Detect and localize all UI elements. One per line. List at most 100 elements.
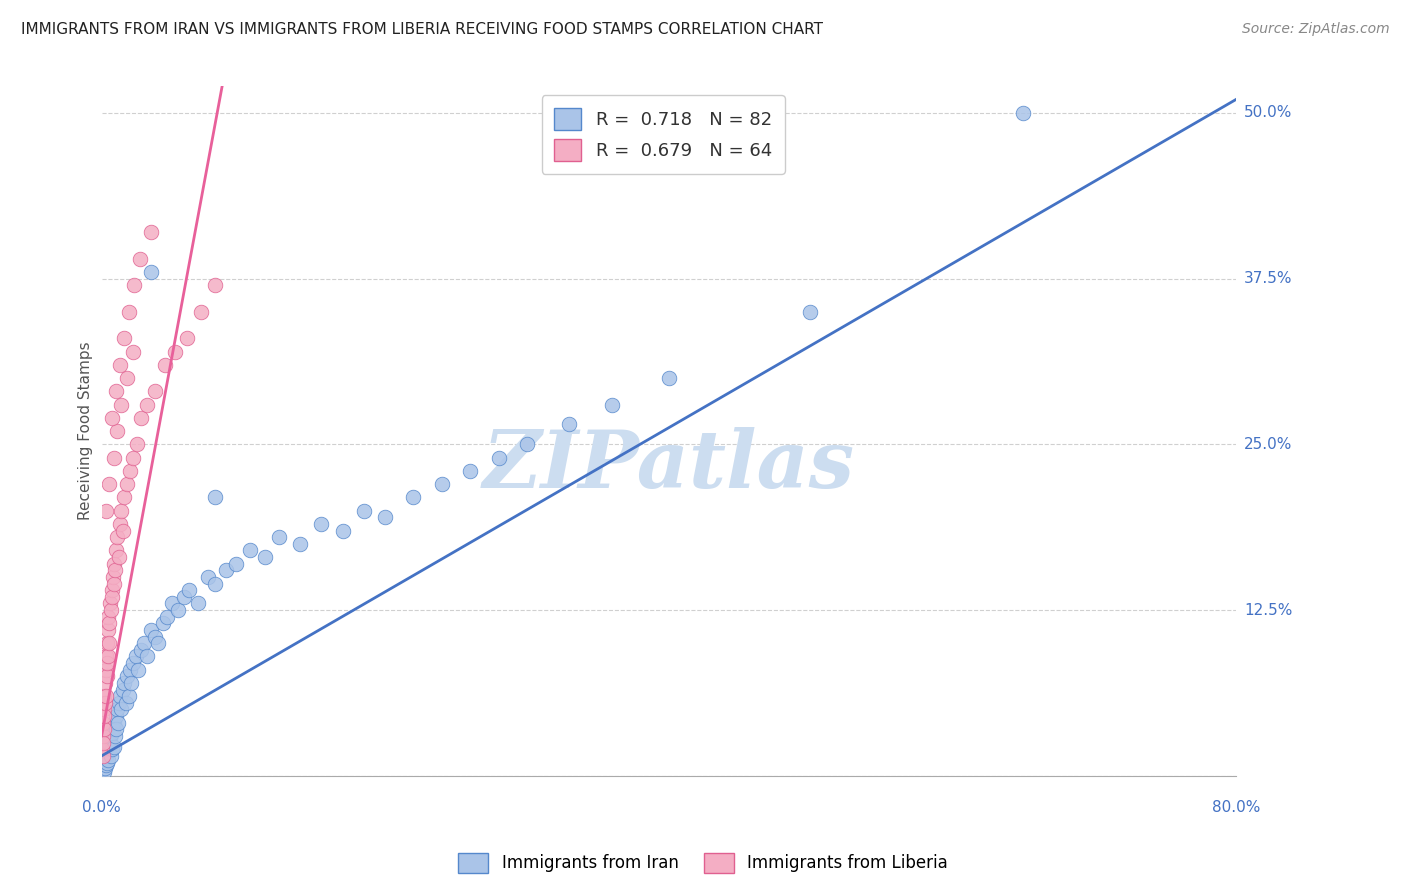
- Point: [91, 729, 114, 743]
- Point: [374, 510, 396, 524]
- Text: 0.0%: 0.0%: [82, 799, 121, 814]
- Text: 37.5%: 37.5%: [1244, 271, 1292, 286]
- Point: [105, 702, 128, 716]
- Point: [458, 464, 481, 478]
- Point: [101, 590, 124, 604]
- Point: [114, 696, 136, 710]
- Point: [121, 656, 143, 670]
- Point: [141, 265, 163, 279]
- Point: [353, 503, 375, 517]
- Point: [215, 563, 238, 577]
- Point: [91, 748, 114, 763]
- Point: [111, 682, 134, 697]
- Point: [108, 516, 131, 531]
- Point: [93, 690, 115, 704]
- Point: [98, 736, 121, 750]
- Point: [94, 742, 117, 756]
- Point: [105, 723, 128, 737]
- Point: [94, 748, 117, 763]
- Point: [107, 549, 129, 564]
- Legend: R =  0.718   N = 82, R =  0.679   N = 64: R = 0.718 N = 82, R = 0.679 N = 64: [541, 95, 785, 174]
- Point: [112, 676, 135, 690]
- Point: [93, 764, 115, 779]
- Point: [93, 745, 115, 759]
- Point: [136, 649, 159, 664]
- Point: [122, 278, 145, 293]
- Point: [101, 570, 124, 584]
- Point: [96, 656, 118, 670]
- Point: [93, 702, 115, 716]
- Point: [104, 543, 127, 558]
- Point: [96, 636, 118, 650]
- Text: ZIPatlas: ZIPatlas: [482, 426, 855, 504]
- Point: [100, 583, 122, 598]
- Text: 80.0%: 80.0%: [1212, 799, 1260, 814]
- Point: [110, 503, 132, 517]
- Point: [162, 596, 184, 610]
- Point: [187, 596, 209, 610]
- Point: [91, 758, 114, 772]
- Point: [103, 576, 125, 591]
- Point: [104, 384, 127, 399]
- Point: [204, 491, 226, 505]
- Point: [141, 623, 163, 637]
- Point: [108, 358, 131, 372]
- Legend: Immigrants from Iran, Immigrants from Liberia: Immigrants from Iran, Immigrants from Li…: [451, 847, 955, 880]
- Point: [253, 549, 276, 564]
- Point: [115, 371, 138, 385]
- Point: [103, 557, 125, 571]
- Point: [516, 437, 538, 451]
- Point: [93, 723, 115, 737]
- Point: [96, 745, 118, 759]
- Point: [97, 742, 120, 756]
- Point: [165, 344, 187, 359]
- Point: [104, 709, 127, 723]
- Point: [103, 715, 125, 730]
- Point: [127, 663, 149, 677]
- Point: [96, 756, 118, 770]
- Point: [120, 676, 142, 690]
- Point: [488, 450, 510, 465]
- Point: [103, 739, 125, 754]
- Point: [167, 603, 190, 617]
- Point: [179, 583, 201, 598]
- Point: [799, 304, 821, 318]
- Point: [121, 450, 143, 465]
- Point: [97, 736, 120, 750]
- Point: [288, 537, 311, 551]
- Point: [97, 609, 120, 624]
- Point: [141, 225, 163, 239]
- Point: [97, 636, 120, 650]
- Point: [176, 331, 198, 345]
- Point: [91, 736, 114, 750]
- Point: [94, 663, 117, 677]
- Point: [110, 398, 132, 412]
- Point: [98, 731, 121, 746]
- Point: [103, 450, 125, 465]
- Point: [94, 696, 117, 710]
- Point: [98, 616, 121, 631]
- Point: [96, 669, 118, 683]
- Point: [155, 358, 177, 372]
- Y-axis label: Receiving Food Stamps: Receiving Food Stamps: [79, 342, 93, 520]
- Point: [145, 384, 167, 399]
- Point: [118, 663, 141, 677]
- Point: [104, 563, 127, 577]
- Point: [94, 753, 117, 767]
- Point: [93, 676, 115, 690]
- Point: [96, 649, 118, 664]
- Point: [128, 252, 150, 266]
- Point: [93, 761, 115, 775]
- Point: [97, 729, 120, 743]
- Point: [430, 477, 453, 491]
- Text: 12.5%: 12.5%: [1244, 603, 1292, 617]
- Point: [108, 690, 131, 704]
- Text: 25.0%: 25.0%: [1244, 437, 1292, 452]
- Point: [101, 723, 124, 737]
- Point: [100, 603, 122, 617]
- Point: [93, 756, 115, 770]
- Point: [94, 690, 117, 704]
- Point: [197, 570, 219, 584]
- Point: [94, 503, 117, 517]
- Point: [121, 344, 143, 359]
